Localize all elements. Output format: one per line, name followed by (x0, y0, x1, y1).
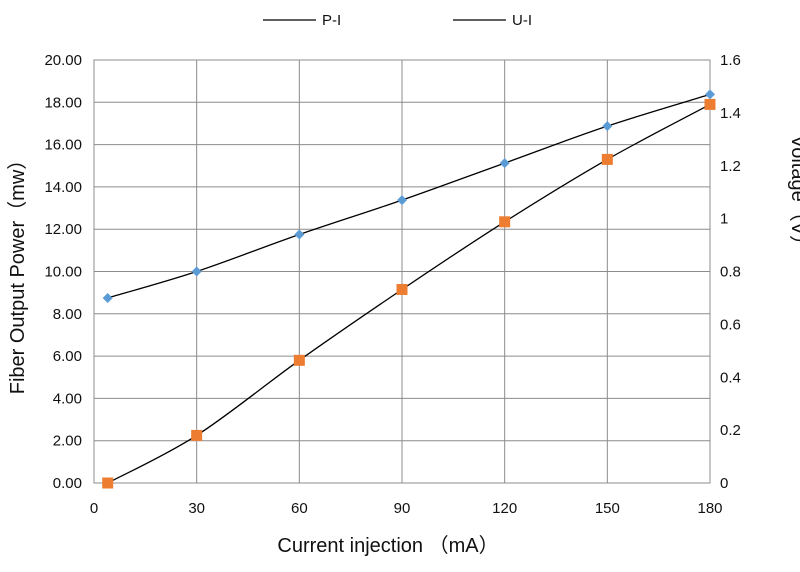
data-point-p-i (499, 216, 511, 228)
y-right-tick-label: 1.4 (720, 105, 741, 122)
y-left-tick-label: 8.00 (53, 306, 82, 323)
x-tick-label: 150 (595, 500, 620, 517)
legend-label-p-i: P-I (322, 12, 341, 29)
y-left-tick-label: 2.00 (53, 433, 82, 450)
y-left-tick-label: 0.00 (53, 475, 82, 492)
y-left-tick-label: 16.00 (44, 137, 82, 154)
y-right-tick-label: 1 (720, 211, 728, 228)
y-axis-left-title: Fiber Output Power（mw） (6, 150, 29, 395)
data-point-p-i (396, 283, 408, 295)
grid (93, 59, 711, 484)
x-axis-title: Current injection （mA） (277, 534, 498, 557)
series-line-p-i (107, 103, 711, 484)
data-point-u-i (397, 195, 407, 206)
y-right-tick-label: 0.4 (720, 369, 741, 386)
y-right-tick-label: 1.2 (720, 158, 741, 175)
series-line-u-i (107, 93, 711, 299)
y-left-tick-label: 14.00 (44, 179, 82, 196)
data-point-u-i (705, 89, 715, 100)
data-point-u-i (602, 121, 613, 132)
data-point-u-i (102, 292, 113, 303)
y-right-tick-label: 1.6 (720, 52, 741, 69)
data-point-p-i (601, 153, 613, 165)
y-right-tick-label: 0.2 (720, 422, 741, 439)
y-left-tick-label: 4.00 (53, 390, 82, 407)
y-left-tick-label: 20.00 (44, 52, 82, 69)
data-point-p-i (191, 429, 203, 441)
y-right-tick-label: 0 (720, 475, 728, 492)
plot-frame (93, 59, 711, 484)
y-left-tick-label: 10.00 (44, 264, 82, 281)
x-tick-label: 30 (188, 500, 205, 517)
x-tick-label: 0 (90, 500, 98, 517)
x-tick-label: 60 (291, 500, 308, 517)
data-point-u-i (191, 266, 202, 277)
x-tick-label: 120 (492, 500, 517, 517)
x-tick-label: 180 (697, 500, 722, 517)
data-point-u-i (294, 229, 305, 240)
x-tick-label: 90 (394, 500, 411, 517)
legend: P-I U-I (263, 12, 532, 29)
y-right-tick-label: 0.6 (720, 316, 741, 333)
y-left-tick-label: 12.00 (44, 221, 82, 238)
data-point-p-i (293, 354, 305, 366)
tick-labels: 0.00 2.00 4.00 6.00 8.00 10.00 12.00 14.00 16.00… (44, 52, 740, 517)
series-layer (102, 89, 716, 489)
y-left-tick-label: 6.00 (53, 348, 82, 365)
y-right-tick-label: 0.8 (720, 264, 741, 281)
data-point-p-i (102, 477, 114, 489)
data-point-p-i (704, 98, 716, 110)
data-point-u-i (499, 158, 510, 169)
y-axis-right-title: Voltage（V） (787, 135, 800, 255)
y-left-tick-label: 18.00 (44, 94, 82, 111)
legend-label-u-i: U-I (512, 12, 532, 29)
